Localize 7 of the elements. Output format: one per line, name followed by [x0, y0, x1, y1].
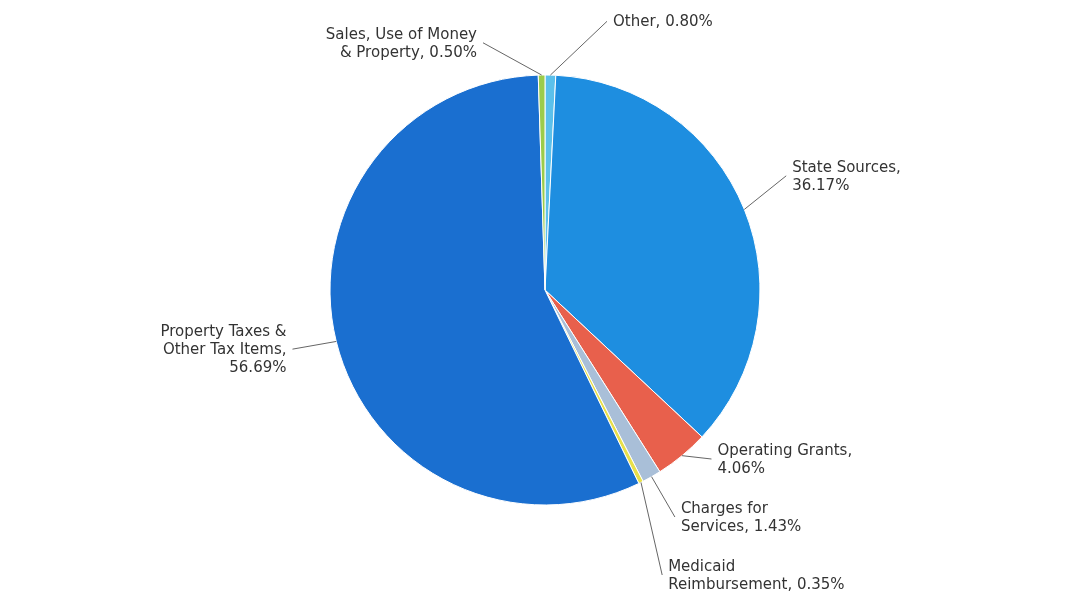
slice-label: Other, 0.80% [613, 12, 713, 31]
slice-label: Medicaid Reimbursement, 0.35% [668, 557, 845, 593]
slice-label: Sales, Use of Money & Property, 0.50% [325, 24, 478, 61]
slice-label: Operating Grants, 4.06% [717, 441, 853, 477]
slice-label: State Sources, 36.17% [792, 157, 901, 194]
slice-label: Charges for Services, 1.43% [680, 499, 802, 535]
slice-label: Property Taxes & Other Tax Items, 56.69% [160, 322, 287, 377]
